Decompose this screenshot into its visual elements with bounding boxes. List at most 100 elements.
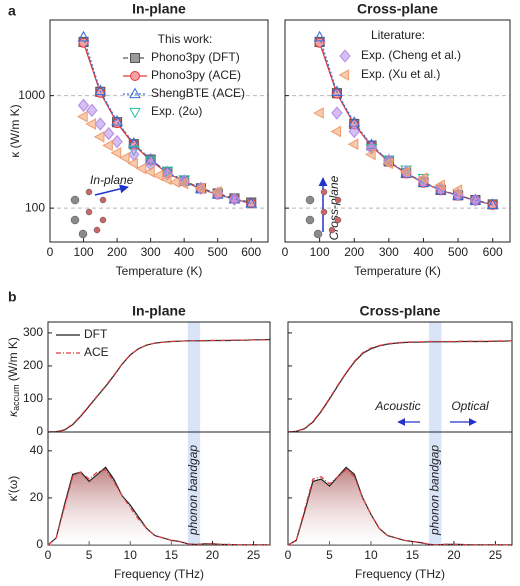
atom: [99, 216, 107, 224]
data-point: [77, 30, 90, 42]
data-point: [77, 98, 90, 113]
data-point: [94, 117, 106, 131]
data-point: [451, 184, 463, 196]
y-tick-label: 40: [30, 443, 44, 457]
chart-title: In-plane: [132, 1, 186, 17]
x-tick-label: 0: [282, 245, 289, 259]
series-line: [287, 340, 512, 433]
atom: [328, 226, 336, 234]
x-tick-label: 200: [344, 245, 364, 259]
plot: 100 1000 0 100 200 300 400 500 600 In-plane Temper…: [8, 1, 269, 278]
plot: phonon bandgap 0 5 10 15 20 25 Frequency (THz): [285, 431, 513, 581]
data-point: [127, 157, 138, 170]
data-point: [364, 148, 376, 161]
series-line: [82, 37, 252, 205]
x-tick-label: 500: [448, 245, 468, 259]
x-tick-label: 10: [364, 548, 378, 562]
series-line: [47, 338, 271, 433]
legend-label: DFT: [84, 327, 108, 341]
x-tick-label: 300: [141, 245, 161, 259]
x-tick-label: 100: [74, 245, 94, 259]
y-tick-label: 300: [23, 325, 43, 339]
data-point: [93, 130, 105, 143]
x-tick-label: 25: [489, 548, 503, 562]
plot-frame: [49, 19, 269, 243]
legend-label: Exp. (Cheng et al.): [361, 48, 461, 62]
atom: [99, 196, 107, 204]
atom: [70, 195, 80, 205]
data-point: [434, 179, 445, 192]
data-point: [169, 176, 180, 189]
y-tick-label: 0: [36, 424, 43, 438]
data-point: [348, 124, 360, 139]
legend-marker: [338, 69, 350, 81]
y-tick-label: 1000: [18, 88, 45, 102]
x-tick-label: 10: [124, 548, 138, 562]
atom: [313, 229, 323, 239]
data-point: [103, 126, 115, 141]
x-tick-label: 600: [483, 245, 503, 259]
x-tick-label: 200: [107, 245, 127, 259]
x-axis-label: Temperature (K): [116, 264, 203, 278]
x-tick-label: 0: [45, 548, 52, 562]
plot: 0 100 200 300 In-plane κaccum (W/m K) DFT ACE: [6, 303, 271, 438]
legend-label: Phono3py (ACE): [151, 68, 241, 82]
legend-marker: [130, 53, 140, 63]
data-point: [102, 139, 113, 152]
y-axis-label-sub: accum: [11, 384, 21, 411]
atom: [78, 229, 88, 239]
x-tick-label: 15: [406, 548, 420, 562]
y-axis-label: κ (W/m K): [8, 104, 22, 157]
x-tick-label: 20: [447, 548, 461, 562]
data-point: [211, 185, 222, 198]
data-point: [399, 165, 411, 178]
x-tick-label: 400: [413, 245, 433, 259]
data-point: [177, 177, 189, 190]
y-tick-label: 20: [30, 490, 44, 504]
data-point: [76, 110, 88, 123]
legend-label: Phono3py (DFT): [151, 50, 240, 64]
y-tick-label: 0: [36, 537, 43, 551]
atom: [320, 188, 328, 196]
data-point: [331, 106, 343, 120]
y-tick-label: 100: [23, 391, 43, 405]
data-point: [144, 165, 155, 178]
band-label: phonon bandgap: [427, 445, 441, 536]
series-line: [47, 338, 271, 433]
data-point: [347, 138, 359, 151]
x-tick-label: 0: [47, 245, 54, 259]
atom: [320, 208, 328, 216]
data-point: [228, 192, 241, 206]
bandgap-band: [429, 322, 442, 432]
panel-label: b: [8, 289, 17, 305]
x-tick-label: 100: [310, 245, 330, 259]
x-tick-label: 0: [285, 548, 292, 562]
plot-frame: [287, 321, 513, 433]
atom: [334, 196, 342, 204]
x-axis-label: Frequency (THz): [355, 567, 445, 581]
data-point: [331, 85, 343, 97]
y-axis-label: κaccum (W/m K): [6, 337, 21, 417]
x-tick-label: 25: [247, 548, 261, 562]
x-tick-label: 300: [379, 245, 399, 259]
series-line: [287, 468, 513, 546]
plot: 0 100 200 300 400 500 600 Cross-plane Temperatur…: [282, 1, 511, 278]
bandgap-band: [429, 432, 442, 545]
series-line: [47, 469, 271, 546]
y-axis-label-main: κ: [6, 410, 20, 417]
data-point: [330, 125, 342, 138]
data-point: [486, 198, 499, 209]
x-tick-label: 400: [174, 245, 194, 259]
area: [48, 467, 270, 545]
panel-label: a: [8, 3, 16, 19]
series-line: [287, 340, 513, 433]
plot-frame: [284, 19, 511, 243]
data-point: [331, 88, 342, 99]
bandgap-band: [187, 432, 201, 545]
chart-title: In-plane: [132, 303, 186, 319]
y-tick-label: 100: [25, 200, 45, 214]
x-axis-label: Temperature (K): [354, 264, 441, 278]
data-point: [118, 151, 130, 164]
x-tick-label: 5: [326, 548, 333, 562]
annotation: Optical: [451, 399, 489, 413]
